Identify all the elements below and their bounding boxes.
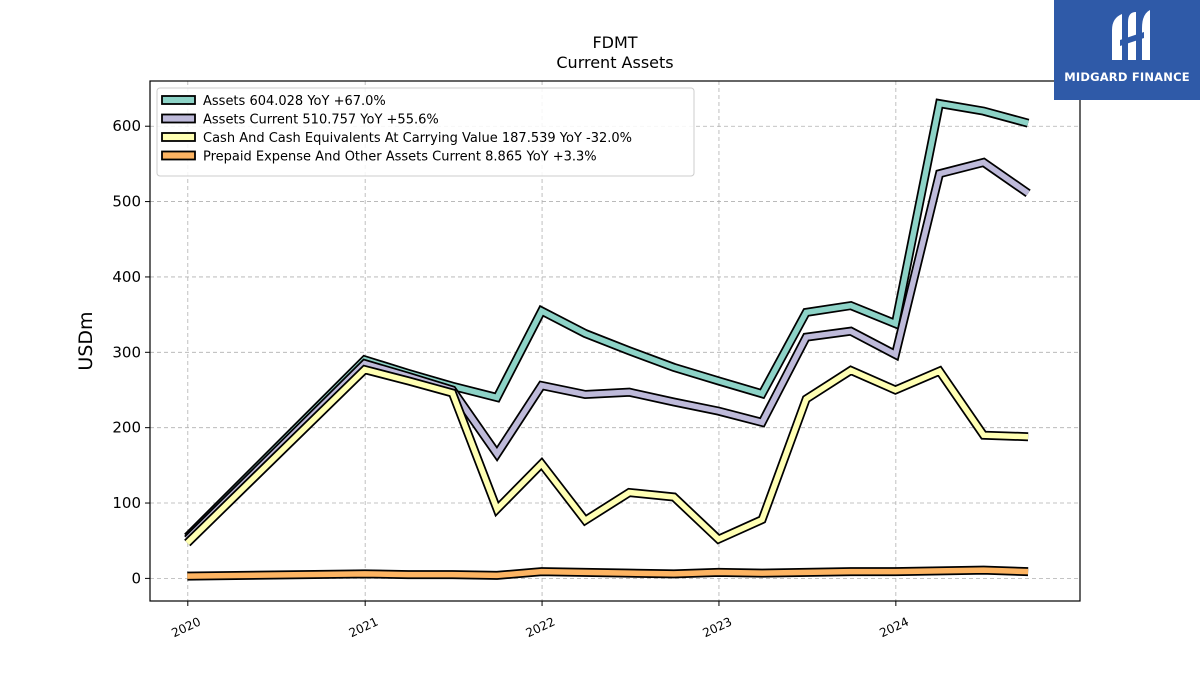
midgard-finance-logo: MIDGARD FINANCE (1054, 0, 1200, 100)
series-layer (184, 98, 1031, 581)
logo-text: MIDGARD FINANCE (1064, 70, 1190, 84)
series-line (185, 159, 1030, 542)
plot-frame (149, 80, 1081, 602)
series-line (187, 567, 1029, 579)
legend-entry: Assets 604.028 YoY +67.0% (203, 94, 386, 109)
series-2-line (184, 364, 1029, 547)
legend-frame (156, 87, 695, 177)
x-tick-label: 2024 (877, 615, 911, 641)
legend-swatch (161, 113, 196, 124)
legend-entry: Cash And Cash Equivalents At Carrying Va… (203, 131, 632, 146)
series-3-line (187, 565, 1029, 581)
y-tick-label: 100 (112, 494, 141, 512)
y-tick-label: 500 (112, 193, 141, 211)
y-axis-label: USDm (75, 311, 97, 370)
legend-swatch (161, 150, 196, 161)
legend-swatch (161, 132, 196, 142)
series-1-line (184, 157, 1031, 543)
legend-swatch (161, 95, 196, 105)
y-tick-label: 0 (131, 569, 141, 587)
y-tick-label: 300 (112, 343, 141, 361)
chart-subtitle: Current Assets (556, 53, 673, 72)
series-line (185, 366, 1029, 545)
x-tick-label: 2021 (347, 615, 381, 641)
chart-title: FDMT (592, 33, 637, 52)
y-tick-label: 600 (112, 117, 141, 135)
y-tick-label: 200 (112, 419, 141, 437)
x-tick-label: 2022 (524, 615, 558, 641)
y-tick-label: 400 (112, 268, 141, 286)
legend: Assets 604.028 YoY +67.0% Assets Current … (156, 87, 695, 177)
legend-entry: Assets Current 510.757 YoY +55.6% (203, 113, 439, 128)
legend-entry: Prepaid Expense And Other Assets Current… (203, 150, 597, 165)
x-tick-label: 2020 (169, 615, 203, 641)
logo-mark-icon (1112, 10, 1150, 60)
series-line-outline (184, 157, 1031, 543)
x-tick-label: 2023 (700, 615, 734, 641)
